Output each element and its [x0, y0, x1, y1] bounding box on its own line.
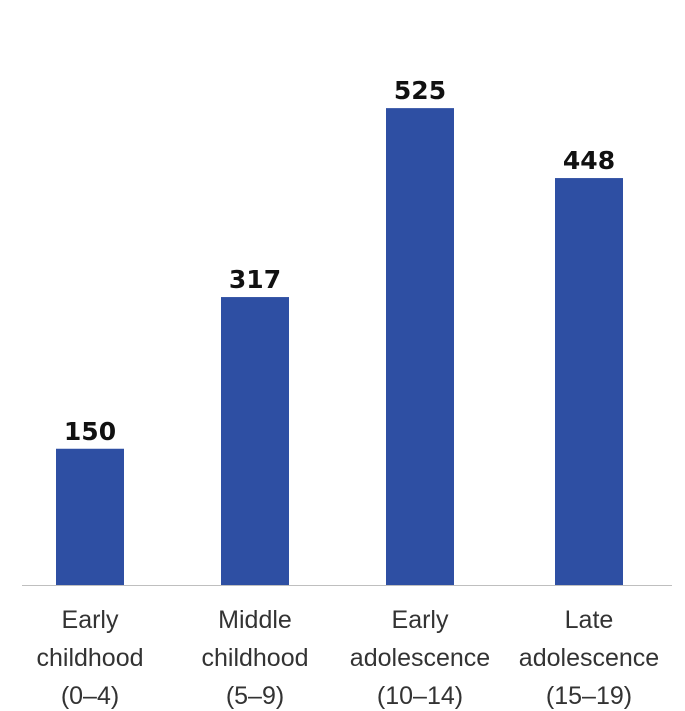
x-tick-label: (10–14)	[377, 682, 463, 710]
bar-value-label: 150	[64, 417, 116, 446]
x-tick-label: Early	[392, 606, 449, 634]
bar	[386, 108, 454, 585]
x-tick-label: (5–9)	[226, 682, 284, 710]
x-tick-label: (0–4)	[61, 682, 119, 710]
bar	[221, 297, 289, 585]
x-tick-label: adolescence	[519, 644, 659, 672]
x-tick-label: adolescence	[350, 644, 490, 672]
bar-value-label: 525	[394, 76, 446, 105]
bar-value-label: 448	[563, 146, 615, 175]
x-tick-label: (15–19)	[546, 682, 632, 710]
x-tick-label: Middle	[218, 606, 292, 634]
bar-value-label: 317	[229, 265, 281, 294]
x-tick-label: Late	[565, 606, 614, 634]
bar	[56, 448, 124, 585]
bar	[555, 178, 623, 586]
x-tick-label: Early	[62, 606, 119, 634]
x-tick-label: childhood	[36, 644, 143, 672]
x-tick-label: childhood	[201, 644, 308, 672]
